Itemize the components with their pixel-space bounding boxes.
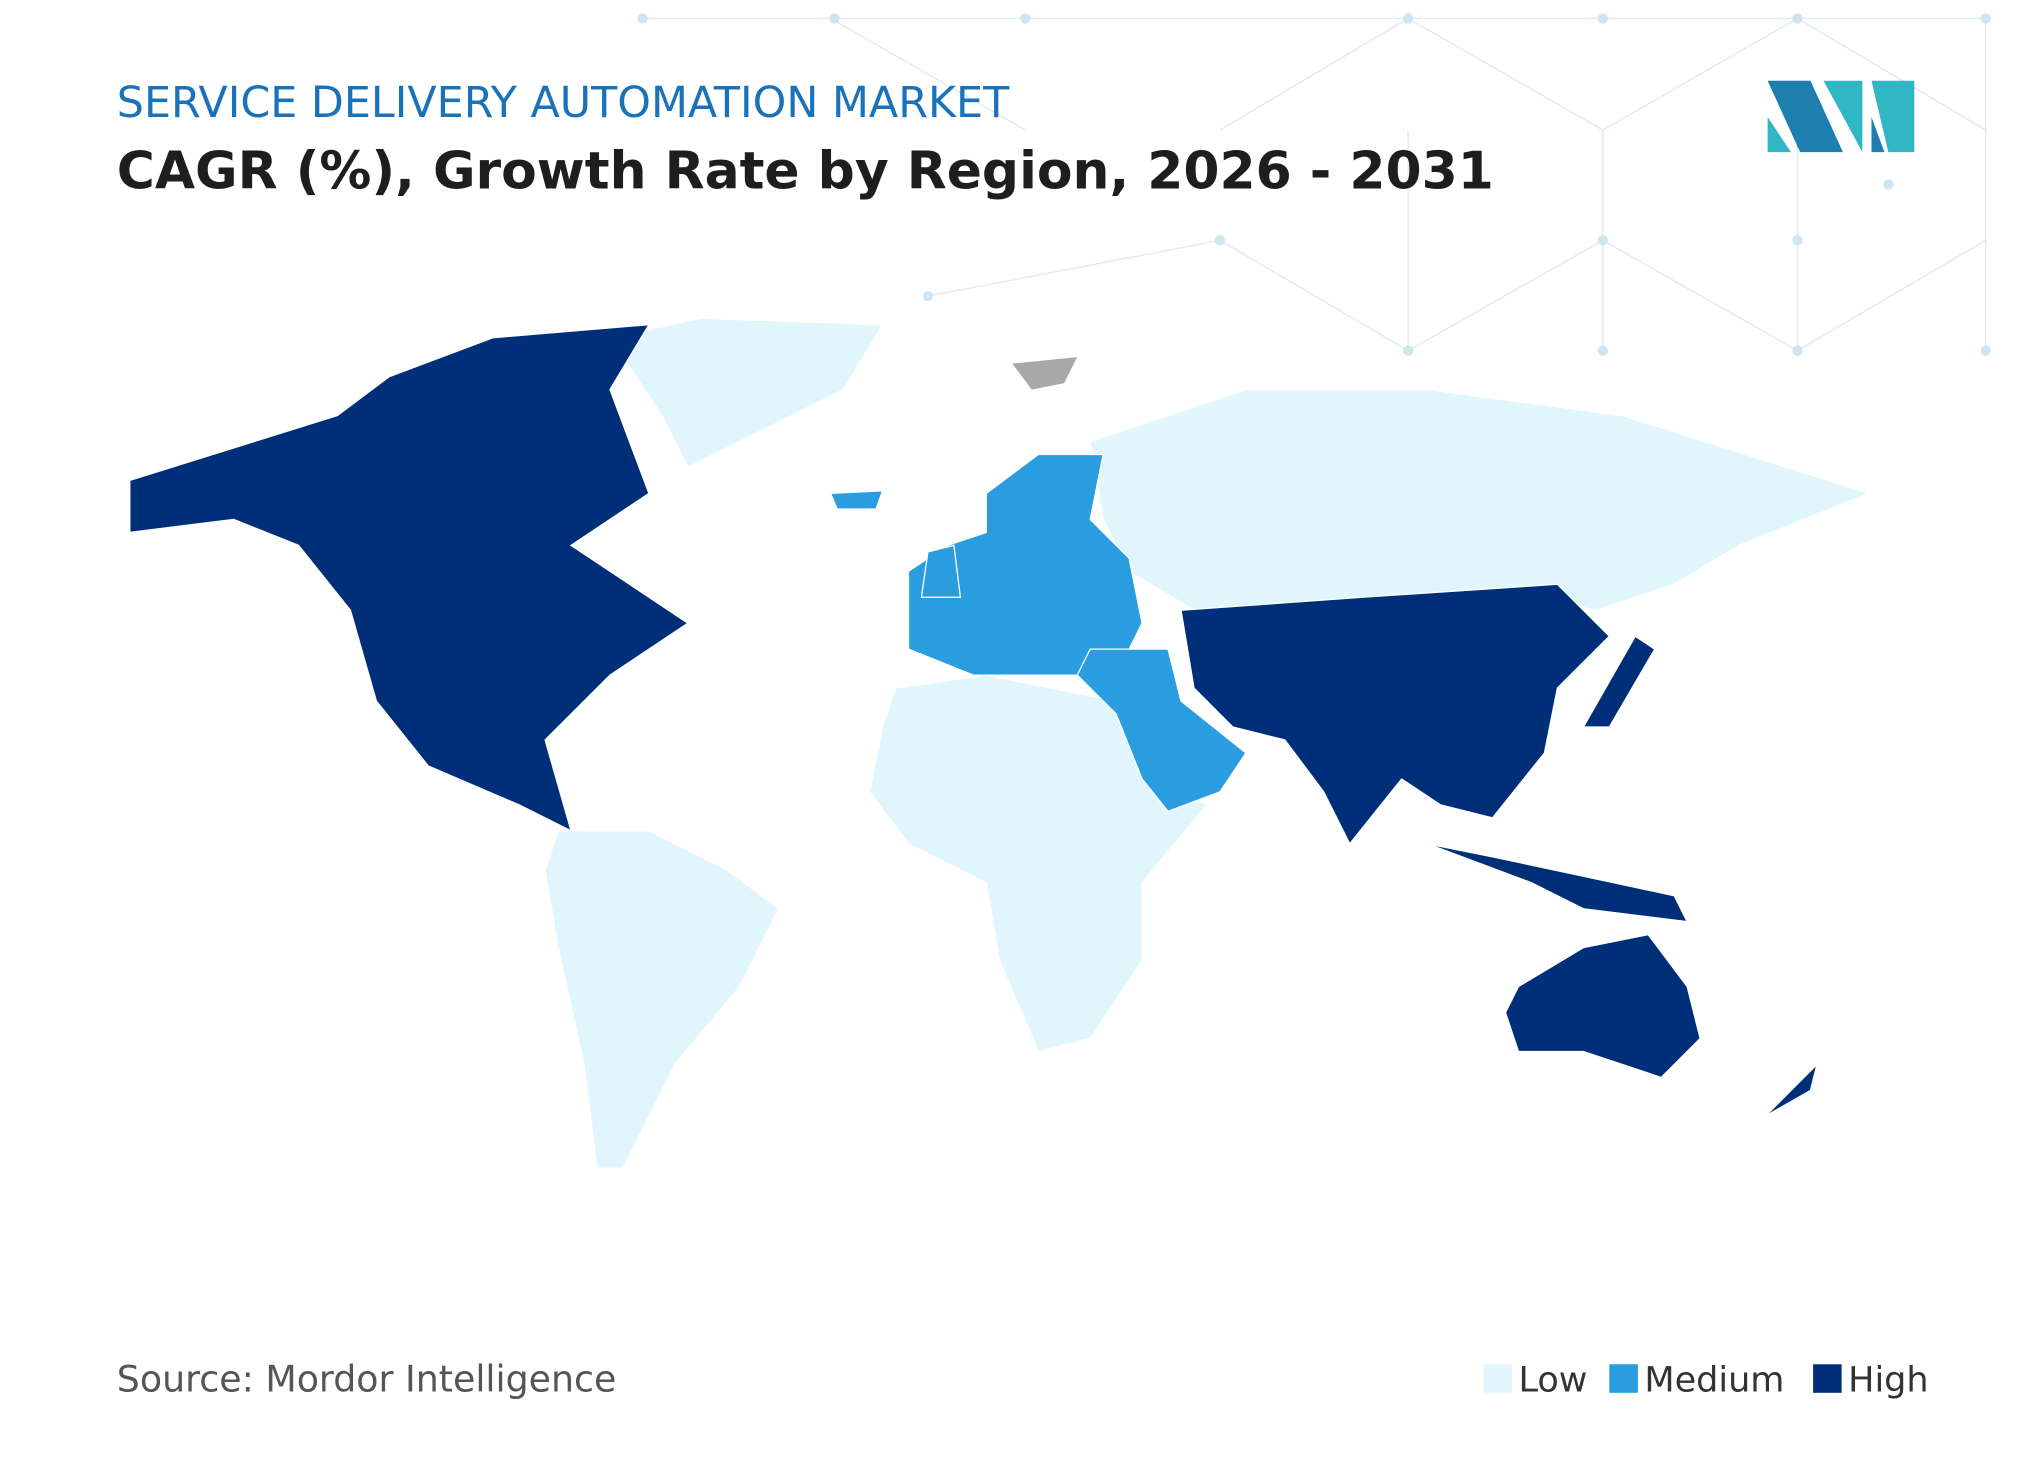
world-map [129, 317, 1871, 1169]
legend-label: High [1848, 1360, 1929, 1401]
legend-swatch [1813, 1364, 1842, 1393]
australia [1504, 933, 1701, 1079]
background-pattern [637, 13, 1991, 356]
southeast-asia-islands [1427, 843, 1689, 923]
greenland [608, 317, 884, 469]
legend: Low Medium High [1483, 1360, 1929, 1401]
legend-swatch [1609, 1364, 1638, 1393]
north-america [129, 323, 690, 833]
title: SERVICE DELIVERY AUTOMATION MARKET [117, 78, 1010, 128]
uk [920, 544, 962, 598]
subtitle: CAGR (%), Growth Rate by Region, 2026 - … [117, 141, 1494, 201]
japan [1582, 635, 1656, 728]
asia [1180, 583, 1611, 846]
europe [907, 453, 1143, 676]
source: Source: Mordor Intelligence [117, 1358, 617, 1401]
south-america [544, 830, 780, 1169]
new-zealand [1764, 1062, 1819, 1117]
legend-label: Low [1518, 1360, 1587, 1401]
legend-label: Medium [1644, 1360, 1784, 1401]
iceland [829, 490, 884, 510]
middle-east [1076, 648, 1247, 813]
russia [1089, 388, 1871, 611]
legend-swatch [1483, 1364, 1512, 1393]
unrated-territory [1012, 357, 1078, 390]
logo [1767, 80, 1915, 153]
